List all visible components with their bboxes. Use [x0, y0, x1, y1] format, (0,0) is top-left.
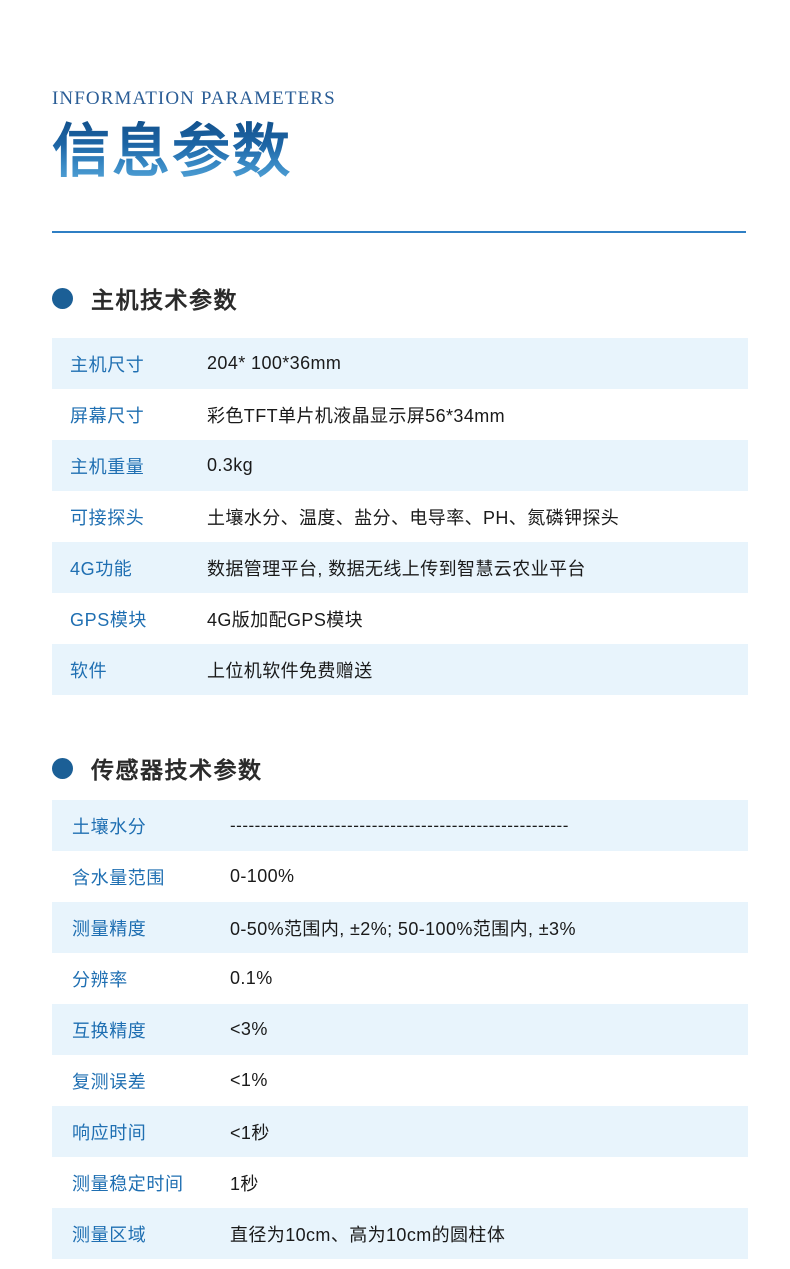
section-title-sensor: 传感器技术参数	[91, 757, 263, 783]
table-row: 软件 上位机软件免费赠送	[52, 644, 748, 695]
spec-value: 0-100%	[230, 866, 295, 886]
spec-label: 分辨率	[72, 969, 128, 990]
spec-label: 互换精度	[72, 1020, 147, 1041]
table-row: 复测误差 <1%	[52, 1055, 748, 1106]
table-row: 屏幕尺寸 彩色TFT单片机液晶显示屏56*34mm	[52, 389, 748, 440]
section-title-host: 主机技术参数	[91, 287, 238, 313]
table-row: 互换精度 <3%	[52, 1004, 748, 1055]
spec-table-sensor: 土壤水分 ------------------------------------…	[52, 800, 748, 1259]
spec-label: 主机尺寸	[70, 354, 145, 375]
table-row: 主机重量 0.3kg	[52, 440, 748, 491]
spec-table-host: 主机尺寸 204* 100*36mm 屏幕尺寸 彩色TFT单片机液晶显示屏56*34m…	[52, 338, 748, 695]
spec-label: 屏幕尺寸	[70, 405, 145, 426]
spec-label: 复测误差	[72, 1071, 147, 1092]
spec-label: 响应时间	[72, 1122, 147, 1143]
spec-label: 测量稳定时间	[72, 1173, 184, 1194]
table-row: 测量区域 直径为10cm、高为10cm的圆柱体	[52, 1208, 748, 1259]
section-header-sensor: 传感器技术参数	[52, 751, 263, 785]
spec-label: 4G功能	[70, 558, 133, 579]
spec-value: <1秒	[230, 1122, 270, 1143]
spec-label: 测量精度	[72, 918, 147, 939]
spec-label: 测量区域	[72, 1224, 147, 1245]
spec-value: 彩色TFT单片机液晶显示屏56*34mm	[207, 405, 506, 426]
spec-value: 0-50%范围内, ±2%; 50-100%范围内, ±3%	[230, 918, 576, 939]
table-row: 4G功能 数据管理平台, 数据无线上传到智慧云农业平台	[52, 542, 748, 593]
spec-value: 1秒	[230, 1173, 259, 1194]
table-row: 测量稳定时间 1秒	[52, 1157, 748, 1208]
spec-label: 含水量范围	[72, 867, 165, 888]
table-row: 主机尺寸 204* 100*36mm	[52, 338, 748, 389]
spec-label: 可接探头	[70, 507, 145, 528]
spec-value: 直径为10cm、高为10cm的圆柱体	[230, 1224, 506, 1245]
table-row: 响应时间 <1秒	[52, 1106, 748, 1157]
table-row: 含水量范围 0-100%	[52, 851, 748, 902]
table-row: 土壤水分 ------------------------------------…	[52, 800, 748, 851]
spec-value: <3%	[230, 1019, 268, 1039]
page-eyebrow-title: INFORMATION PARAMETERS	[52, 88, 336, 109]
spec-value: 数据管理平台, 数据无线上传到智慧云农业平台	[207, 558, 586, 579]
filled-circle-icon	[52, 287, 73, 309]
spec-value: 土壤水分、温度、盐分、电导率、PH、氮磷钾探头	[207, 507, 620, 528]
table-row: 分辨率 0.1%	[52, 953, 748, 1004]
spec-value: <1%	[230, 1070, 268, 1090]
spec-label: GPS模块	[70, 609, 148, 630]
spec-label: 软件	[70, 660, 108, 681]
table-row: 测量精度 0-50%范围内, ±2%; 50-100%范围内, ±3%	[52, 902, 748, 953]
spec-label: 土壤水分	[72, 816, 147, 837]
spec-value: 4G版加配GPS模块	[207, 609, 364, 630]
spec-label: 主机重量	[70, 456, 145, 477]
filled-circle-icon	[52, 757, 73, 779]
table-row: GPS模块 4G版加配GPS模块	[52, 593, 748, 644]
page-header: INFORMATION PARAMETERS 信息参数	[52, 88, 748, 183]
spec-value: 上位机软件免费赠送	[207, 660, 373, 681]
spec-value: ----------------------------------------…	[230, 815, 569, 835]
table-row: 可接探头 土壤水分、温度、盐分、电导率、PH、氮磷钾探头	[52, 491, 748, 542]
spec-value: 0.3kg	[207, 455, 254, 475]
section-header-host: 主机技术参数	[52, 281, 238, 315]
title-divider	[52, 231, 746, 233]
spec-value: 204* 100*36mm	[207, 353, 342, 373]
page-title: 信息参数	[52, 118, 293, 184]
spec-value: 0.1%	[230, 968, 273, 988]
